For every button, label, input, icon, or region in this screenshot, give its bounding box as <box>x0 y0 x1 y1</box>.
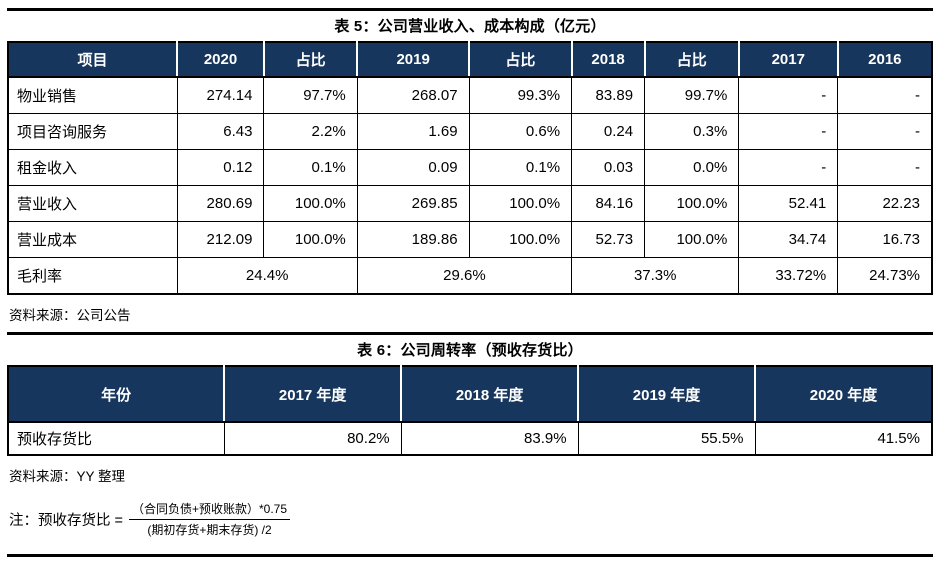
header-cell: 2019 <box>356 42 470 78</box>
formula-fraction: （合同负债+预收账款）*0.75 (期初存货+期末存货) /2 <box>129 500 291 539</box>
header-cell: 2017 <box>737 42 838 78</box>
header-cell: 项目 <box>8 42 178 78</box>
header-cell: 2018 年度 <box>400 366 579 423</box>
data-cell: 52.41 <box>738 185 839 222</box>
data-cell: 16.73 <box>837 221 933 258</box>
data-cell: 1.69 <box>356 113 470 150</box>
data-cell: 2.2% <box>263 113 358 150</box>
footnote-prefix: 注：预收存货比 = <box>9 512 123 529</box>
data-cell: 24.4% <box>176 257 358 295</box>
data-cell: 55.5% <box>577 421 756 456</box>
header-cell: 占比 <box>468 42 572 78</box>
formula-numerator: （合同负债+预收账款）*0.75 <box>129 500 291 520</box>
data-cell: 毛利率 <box>7 257 178 295</box>
data-cell: 0.6% <box>468 113 573 150</box>
data-cell: - <box>837 76 933 114</box>
data-cell: 99.7% <box>644 76 740 114</box>
data-cell: 33.72% <box>738 257 839 295</box>
table-row: 预收存货比 80.2% 83.9% 55.5% 41.5% <box>7 421 933 456</box>
header-cell: 2016 <box>836 42 932 78</box>
header-cell: 2020 年度 <box>754 366 932 423</box>
data-cell: 29.6% <box>356 257 573 295</box>
report-page: 表 5：公司营业收入、成本构成（亿元） 项目 2020 占比 2019 占比 2… <box>7 8 933 557</box>
data-cell: 83.9% <box>400 421 579 456</box>
revenue-cost-table: 项目 2020 占比 2019 占比 2018 占比 2017 2016 物业销… <box>7 41 933 295</box>
data-cell: 100.0% <box>468 221 573 258</box>
data-cell: 0.12 <box>176 149 265 186</box>
data-cell: 100.0% <box>263 185 358 222</box>
data-cell: 212.09 <box>176 221 265 258</box>
data-cell: - <box>738 113 839 150</box>
data-cell: 0.3% <box>644 113 740 150</box>
top-rule <box>7 8 933 11</box>
header-cell: 占比 <box>643 42 739 78</box>
data-cell: 189.86 <box>356 221 470 258</box>
footnote: 注：预收存货比 = （合同负债+预收账款）*0.75 (期初存货+期末存货) /… <box>9 493 933 545</box>
data-cell: 0.24 <box>571 113 646 150</box>
data-cell: 营业收入 <box>7 185 178 222</box>
data-cell: 100.0% <box>644 221 740 258</box>
data-cell: 营业成本 <box>7 221 178 258</box>
table5-header-row: 项目 2020 占比 2019 占比 2018 占比 2017 2016 <box>8 42 932 78</box>
table-row: 营业收入 280.69 100.0% 269.85 100.0% 84.16 1… <box>7 185 933 222</box>
header-cell: 2017 年度 <box>223 366 402 423</box>
header-cell: 2020 <box>176 42 264 78</box>
data-cell: 22.23 <box>837 185 933 222</box>
data-cell: 租金收入 <box>7 149 178 186</box>
data-cell: 预收存货比 <box>7 421 225 456</box>
data-cell: 0.1% <box>263 149 358 186</box>
data-cell: 269.85 <box>356 185 470 222</box>
header-cell: 年份 <box>8 366 225 423</box>
data-cell: 0.1% <box>468 149 573 186</box>
data-cell: 84.16 <box>571 185 646 222</box>
table-row: 营业成本 212.09 100.0% 189.86 100.0% 52.73 1… <box>7 221 933 258</box>
table5-source: 资料来源：公司公告 <box>9 308 131 323</box>
header-cell: 占比 <box>262 42 358 78</box>
data-cell: 100.0% <box>644 185 740 222</box>
table5-title: 表 5：公司营业收入、成本构成（亿元） <box>334 18 606 35</box>
data-cell: - <box>837 113 933 150</box>
bottom-rule <box>7 554 933 557</box>
data-cell: 37.3% <box>571 257 740 295</box>
data-cell: - <box>738 76 839 114</box>
table-row: 物业销售 274.14 97.7% 268.07 99.3% 83.89 99.… <box>7 76 933 114</box>
data-cell: 274.14 <box>176 76 265 114</box>
data-cell: 0.09 <box>356 149 470 186</box>
data-cell: 99.3% <box>468 76 573 114</box>
middle-rule <box>7 332 933 335</box>
table-row: 租金收入 0.12 0.1% 0.09 0.1% 0.03 0.0% - - <box>7 149 933 186</box>
data-cell: 物业销售 <box>7 76 178 114</box>
data-cell: - <box>738 149 839 186</box>
data-cell: 280.69 <box>176 185 265 222</box>
data-cell: 52.73 <box>571 221 646 258</box>
table6-source: 资料来源：YY 整理 <box>9 469 126 484</box>
table6-title: 表 6：公司周转率（预收存货比） <box>357 342 583 359</box>
data-cell: 83.89 <box>571 76 646 114</box>
header-cell: 2018 <box>570 42 645 78</box>
data-cell: 100.0% <box>263 221 358 258</box>
data-cell: 24.73% <box>837 257 933 295</box>
turnover-table: 年份 2017 年度 2018 年度 2019 年度 2020 年度 预收存货比… <box>7 365 933 456</box>
data-cell: - <box>837 149 933 186</box>
data-cell: 97.7% <box>263 76 358 114</box>
data-cell: 41.5% <box>754 421 933 456</box>
gross-margin-row: 毛利率 24.4% 29.6% 37.3% 33.72% 24.73% <box>7 257 933 295</box>
data-cell: 0.0% <box>644 149 740 186</box>
table-row: 项目咨询服务 6.43 2.2% 1.69 0.6% 0.24 0.3% - - <box>7 113 933 150</box>
header-cell: 2019 年度 <box>577 366 756 423</box>
data-cell: 项目咨询服务 <box>7 113 178 150</box>
data-cell: 6.43 <box>176 113 265 150</box>
formula-denominator: (期初存货+期末存货) /2 <box>147 522 272 537</box>
data-cell: 100.0% <box>468 185 573 222</box>
data-cell: 0.03 <box>571 149 646 186</box>
data-cell: 268.07 <box>356 76 470 114</box>
table6-header-row: 年份 2017 年度 2018 年度 2019 年度 2020 年度 <box>8 366 932 423</box>
data-cell: 34.74 <box>738 221 839 258</box>
data-cell: 80.2% <box>223 421 402 456</box>
